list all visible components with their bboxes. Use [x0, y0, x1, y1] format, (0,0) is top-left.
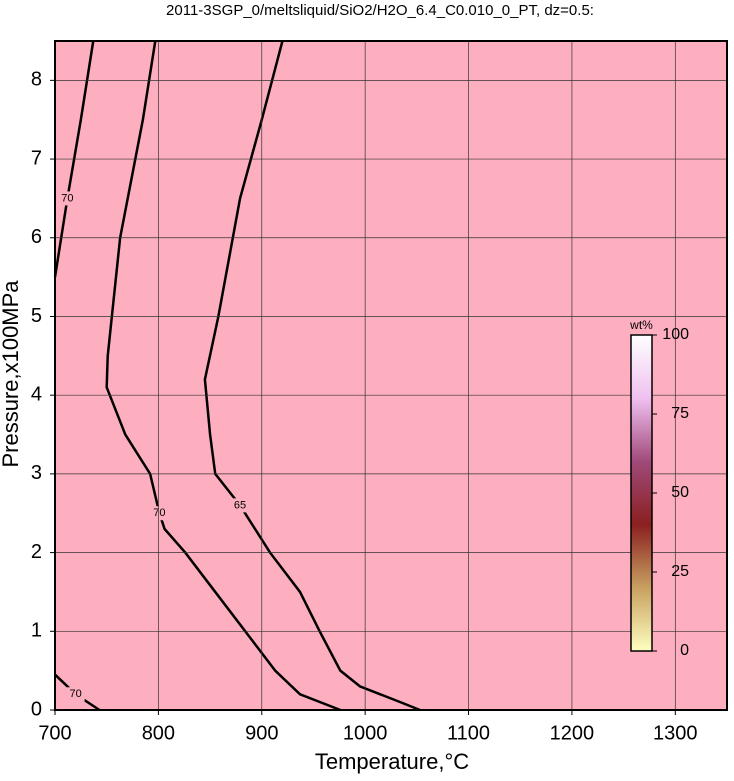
contour-label-bg — [150, 506, 169, 521]
plot-frame — [54, 40, 728, 711]
x-tick-label: 1100 — [447, 722, 490, 744]
y-tick-label: 2 — [31, 541, 42, 563]
colorbar-tick-label: 75 — [671, 405, 689, 422]
y-tick-label: 0 — [31, 698, 42, 720]
contour-label: 70 — [153, 507, 165, 519]
chart-title: 2011-3SGP_0/meltsliquid/SiO2/H2O_6.4_C0.… — [166, 2, 594, 19]
plot-background — [55, 41, 727, 710]
x-axis-label: Temperature,°C — [315, 749, 469, 774]
colorbar-tick-label: 25 — [671, 563, 689, 580]
y-tick-label: 4 — [31, 383, 42, 405]
x-tick-label: 1200 — [550, 722, 595, 744]
contour-label: 70 — [70, 688, 82, 700]
contour-label-bg — [231, 498, 250, 513]
y-axis-label: Pressure,x100MPa — [0, 280, 23, 468]
x-tick-label: 800 — [142, 722, 175, 744]
y-tick-label: 3 — [31, 462, 42, 484]
colorbar — [630, 334, 653, 652]
x-tick-label: 1000 — [343, 722, 388, 744]
x-tick-label: 1300 — [653, 722, 698, 744]
x-tick-label: 700 — [38, 722, 71, 744]
contour-label: 65 — [234, 499, 246, 511]
contour-label-bg — [58, 191, 77, 206]
colorbar-label: wt% — [629, 318, 653, 332]
colorbar-tick-label: 100 — [662, 326, 689, 343]
x-tick-label: 900 — [245, 722, 278, 744]
y-tick-label: 5 — [31, 305, 42, 327]
y-tick-label: 7 — [31, 147, 42, 169]
y-tick-label: 8 — [31, 69, 42, 91]
contour-label: 70 — [61, 192, 73, 204]
y-tick-label: 6 — [31, 226, 42, 248]
y-tick-label: 1 — [31, 620, 42, 642]
colorbar-tick-label: 0 — [680, 642, 689, 659]
colorbar-tick-label: 50 — [671, 484, 689, 501]
contour-label-bg — [66, 687, 85, 702]
